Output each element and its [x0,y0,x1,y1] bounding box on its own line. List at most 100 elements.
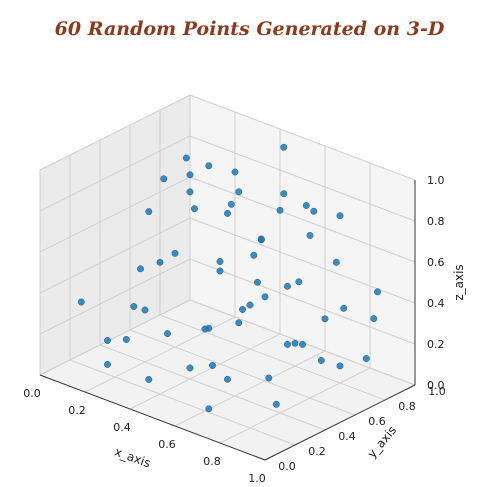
grid-line [39,135,191,212]
grid-line [129,329,356,416]
data-point [104,337,111,344]
grid-line [69,359,296,446]
data-point [310,207,318,215]
y-tick-label: 0.8 [398,400,416,413]
grid-line [39,299,191,376]
z-tick-label: 1.0 [427,174,445,187]
data-point [137,265,144,273]
data-point [216,258,224,265]
x-tick-label: 1.0 [248,472,266,485]
back-pane [190,95,415,385]
grid-line [99,344,326,431]
y-tick-label: 0.0 [278,460,296,473]
data-point [265,374,273,382]
data-point [340,304,348,312]
data-point [77,298,85,306]
grid-line [189,94,416,181]
left-pane [40,95,190,375]
chart-title: 60 Random Points Generated on 3-D [54,18,445,40]
data-point [164,330,171,338]
y-tick-label: 0.2 [308,445,326,458]
data-point [336,212,344,220]
data-point [261,293,269,301]
z-tick-label: 0.8 [427,215,445,228]
data-point [291,339,299,347]
data-point [171,249,179,257]
grid-line [189,135,416,222]
data-point [122,336,130,343]
grid-line [39,258,191,335]
data-point [186,364,194,372]
x-tick-label: 0.4 [113,421,131,434]
data-point [362,355,370,362]
data-point [160,175,168,183]
data-point [145,376,153,383]
grid-line [174,350,326,427]
grid-line [39,176,191,253]
z-tick-label: 0.6 [427,256,445,269]
grid-line [39,94,191,171]
x-axis-label: x_axis [113,445,153,471]
data-point [104,360,111,368]
data-point [141,306,149,314]
y-axis-line [264,384,416,461]
data-point [374,288,381,296]
grid-line [219,367,371,444]
grid-line [189,176,416,263]
y-tick-label: 1.0 [428,385,446,398]
z-axis-label: z_axis [452,264,466,300]
data-point [370,315,378,323]
data-point [306,232,314,239]
data-point [284,282,291,290]
data-point [227,200,235,208]
data-point [299,340,306,348]
data-point [295,278,303,286]
data-point [182,154,190,162]
data-point [336,362,344,370]
grid-line [129,333,281,410]
grid-line [189,258,416,345]
x-axis-line [39,374,266,461]
z-tick-label: 0.4 [427,297,445,310]
data-point [246,301,254,309]
data-point [235,188,243,196]
data-point [257,235,265,243]
data-point [205,405,213,413]
data-point [205,162,213,170]
x-tick-label: 0.0 [23,387,41,400]
x-tick-label: 0.2 [68,404,86,417]
data-point [224,375,231,383]
data-point [231,168,239,176]
data-point [272,400,280,408]
x-tick-label: 0.8 [203,455,221,468]
data-point [216,267,224,275]
data-point [186,171,194,179]
grid-line [39,217,191,294]
data-point [284,340,291,348]
z-tick-label: 0.0 [427,379,445,392]
grid-line [159,314,386,401]
data-point [254,278,261,286]
data-point [209,362,216,369]
y-tick-label: 0.4 [338,430,356,443]
y-tick-label: 0.6 [368,415,386,428]
data-point [250,251,258,259]
data-point [186,188,194,196]
data-point [239,306,246,313]
data-point [145,208,153,216]
data-point [235,319,243,327]
data-point [332,258,340,266]
data-point [156,258,164,266]
x-tick-label: 0.6 [158,438,176,451]
data-point [317,357,325,364]
data-point [280,190,288,198]
data-point [201,325,209,333]
data-point [224,209,231,217]
data-point [321,315,329,323]
data-point [191,205,198,213]
data-point [276,206,284,214]
data-point [302,202,310,209]
z-tick-label: 0.2 [427,338,445,351]
data-point [130,303,138,310]
